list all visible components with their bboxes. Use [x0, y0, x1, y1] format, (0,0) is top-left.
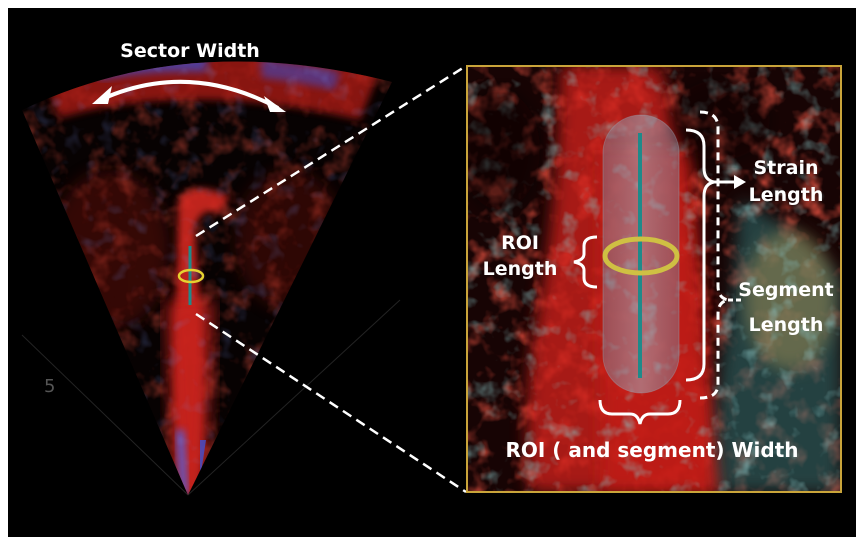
segment-length-label-2: Length — [749, 314, 824, 336]
depth-marker: 5 — [44, 376, 55, 397]
inset-border — [466, 65, 842, 493]
segment-length-brace — [699, 110, 729, 400]
sector-width-label: Sector Width — [120, 40, 260, 62]
roi-width-brace — [598, 399, 682, 425]
sector-roi-ellipse — [177, 268, 205, 284]
strain-length-label-2: Length — [749, 184, 824, 206]
sector-width-arrowhead-right — [264, 96, 286, 112]
segment-length-label-1: Segment — [738, 279, 833, 301]
roi-ellipse — [602, 236, 680, 276]
zoom-line-bottom — [195, 312, 467, 494]
roi-width-label: ROI ( and segment) Width — [505, 438, 798, 462]
roi-length-brace — [573, 235, 598, 289]
sector-border — [21, 299, 401, 496]
strain-length-label-1: Strain — [754, 157, 819, 179]
sector-width-arrow — [99, 79, 279, 110]
strain-length-arrowhead — [734, 175, 746, 189]
roi-length-label-1: ROI — [501, 232, 539, 254]
sector-width-arrowhead-left — [92, 86, 112, 104]
roi-length-label-2: Length — [483, 258, 558, 280]
zoom-line-top — [195, 64, 467, 238]
